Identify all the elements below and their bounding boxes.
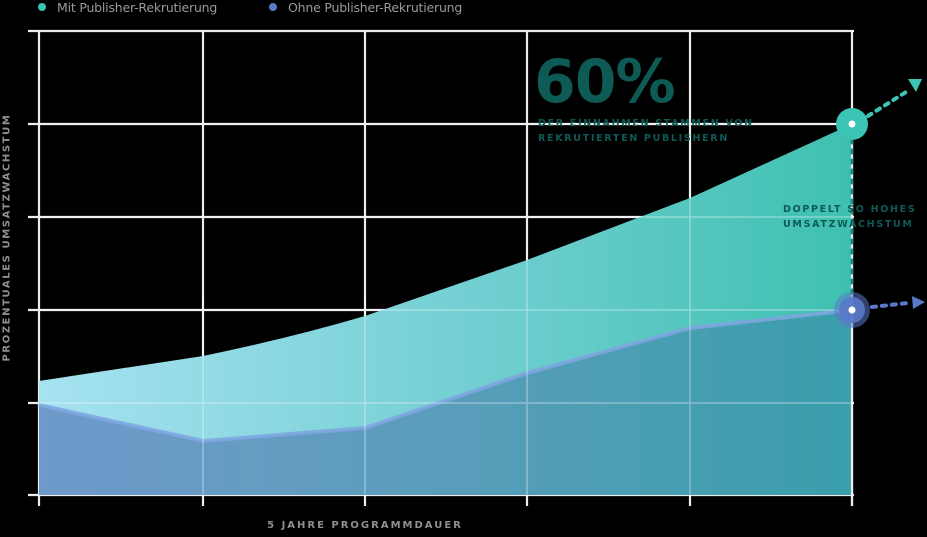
growth-annotation-line2: UMSATZWACHSTUM [783,219,914,230]
callout-stat: 60% [534,47,676,117]
line-ohne-publisher [38,308,853,444]
x-axis-label: 5 JAHRE PROGRAMMDAUER [267,520,463,531]
legend-item-ohne: Ohne Publisher-Rekrutierung [269,0,462,17]
callout-caption-line1: DER EINNAHMEN STAMMEN VON [538,118,754,129]
blue-endpoint-marker [834,292,925,328]
growth-annotation: DOPPELT SO HOHES UMSATZWACHSTUM [783,202,916,232]
teal-endpoint-marker [836,79,922,140]
callout-caption: DER EINNAHMEN STAMMEN VON REKRUTIERTEN P… [538,116,754,146]
arrow-up-right-icon [908,79,922,92]
legend-label-ohne: Ohne Publisher-Rekrutierung [288,0,463,15]
legend-label-mit: Mit Publisher-Rekrutierung [57,0,218,15]
callout-caption-line2: REKRUTIERTEN PUBLISHERN [538,133,729,144]
arrow-right-icon [912,296,925,309]
legend-item-mit: Mit Publisher-Rekrutierung [38,0,217,17]
legend-dot-blue-icon [269,3,277,11]
y-axis-label: PROZENTUALES UMSATZWACHSTUM [1,113,13,362]
growth-annotation-line1: DOPPELT SO HOHES [783,204,917,215]
grid-overlay [39,123,852,495]
legend-dot-teal-icon [38,3,46,11]
